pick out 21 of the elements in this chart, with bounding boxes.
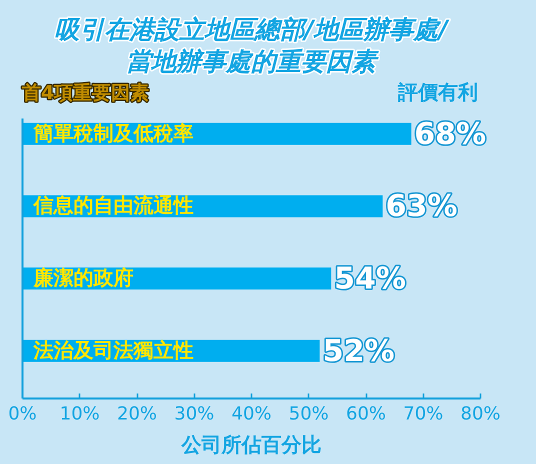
x-tick-label: 10% — [60, 404, 100, 424]
data-label: 63% — [386, 189, 458, 224]
text: 評價有利 — [397, 80, 478, 104]
y-tick-label: 法治及司法獨立性 — [32, 338, 194, 362]
y-axis-title: 首4項重要因素 — [21, 82, 150, 104]
x-tick-label: 0% — [8, 404, 37, 424]
x-tick-label: 60% — [346, 404, 386, 424]
data-label: 54% — [334, 262, 406, 297]
data-label: 52% — [322, 334, 395, 369]
y-tick-label: 信息的自由流通性 — [32, 193, 194, 218]
x-tick-label: 30% — [174, 404, 214, 424]
x-tick-label: 20% — [116, 404, 158, 424]
x-tick-label: 40% — [231, 404, 272, 424]
x-tick-label: 70% — [403, 404, 444, 424]
y-tick-label: 廉潔的政府 — [32, 266, 134, 290]
chart-title: 吸引在港設立地區總部/地區辦事處/ 當地辦事處的重要因素 — [54, 15, 450, 76]
x-tick-label: 80% — [460, 404, 501, 424]
x-tick-label: 50% — [288, 404, 329, 424]
x-axis-title: 公司所佔百分比 — [180, 432, 322, 456]
data-label: 68% — [414, 116, 486, 152]
y-tick-label: 簡單稅制及低稅率 — [32, 120, 194, 145]
